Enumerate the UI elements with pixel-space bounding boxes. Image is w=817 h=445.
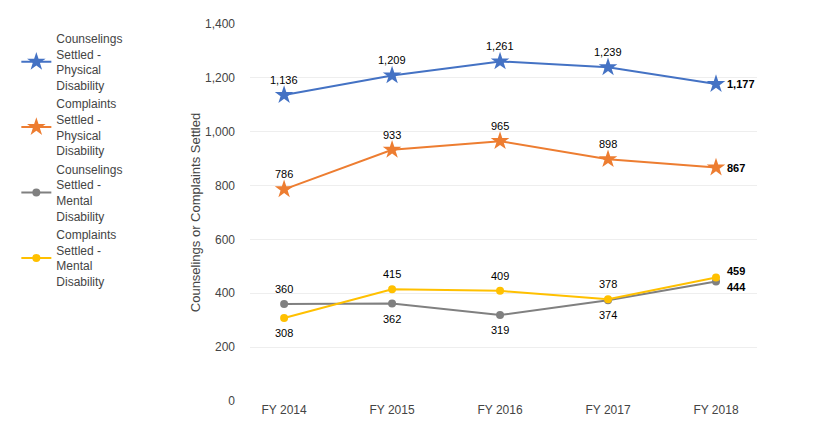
svg-text:1,400: 1,400 [205, 17, 235, 31]
svg-text:600: 600 [215, 233, 235, 247]
svg-text:FY 2018: FY 2018 [693, 403, 738, 417]
svg-text:933: 933 [383, 129, 401, 141]
svg-text:FY 2015: FY 2015 [369, 403, 414, 417]
svg-text:1,239: 1,239 [594, 46, 622, 58]
svg-text:1,136: 1,136 [270, 74, 298, 86]
svg-text:786: 786 [275, 168, 293, 180]
svg-text:867: 867 [727, 162, 745, 174]
svg-text:1,177: 1,177 [727, 78, 755, 90]
svg-text:459: 459 [727, 265, 745, 277]
svg-text:1,200: 1,200 [205, 71, 235, 85]
svg-text:444: 444 [727, 281, 746, 293]
svg-text:362: 362 [383, 313, 401, 325]
svg-text:CounselingsSettled -MentalDisa: CounselingsSettled -MentalDisability [56, 163, 122, 224]
svg-text:200: 200 [215, 340, 235, 354]
svg-text:FY 2016: FY 2016 [477, 403, 522, 417]
svg-text:1,261: 1,261 [486, 40, 514, 52]
svg-text:FY 2017: FY 2017 [585, 403, 630, 417]
svg-text:965: 965 [491, 120, 509, 132]
svg-text:319: 319 [491, 324, 509, 336]
svg-text:ComplaintsSettled -MentalDisab: ComplaintsSettled -MentalDisability [56, 228, 116, 289]
svg-text:409: 409 [491, 270, 509, 282]
svg-text:378: 378 [599, 278, 617, 290]
svg-text:400: 400 [215, 286, 235, 300]
svg-text:898: 898 [599, 138, 617, 150]
svg-text:308: 308 [275, 327, 293, 339]
svg-text:1,209: 1,209 [378, 54, 406, 66]
svg-text:800: 800 [215, 179, 235, 193]
svg-text:Counselings or Complaints Sett: Counselings or Complaints Settled [188, 113, 203, 312]
svg-text:1,000: 1,000 [205, 125, 235, 139]
svg-text:415: 415 [383, 268, 401, 280]
svg-text:360: 360 [275, 283, 293, 295]
svg-text:0: 0 [228, 394, 235, 408]
svg-text:FY 2014: FY 2014 [262, 403, 307, 417]
svg-text:CounselingsSettled -PhysicalDi: CounselingsSettled -PhysicalDisability [56, 32, 122, 93]
svg-text:ComplaintsSettled -PhysicalDis: ComplaintsSettled -PhysicalDisability [56, 97, 116, 158]
svg-text:374: 374 [599, 309, 617, 321]
